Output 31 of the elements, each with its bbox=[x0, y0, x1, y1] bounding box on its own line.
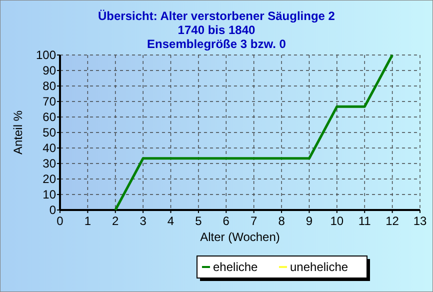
x-tick-label: 6 bbox=[222, 214, 230, 228]
x-tick-label: 9 bbox=[306, 214, 313, 228]
x-tick-label: 3 bbox=[140, 214, 147, 228]
x-tick-label: 10 bbox=[330, 214, 344, 228]
chart-subtitle: 1740 bis 1840 Ensemblegröße 3 bzw. 0 bbox=[147, 23, 286, 51]
x-tick-label: 12 bbox=[386, 214, 400, 228]
x-tick-label: 1 bbox=[84, 214, 92, 228]
y-tick-label: 90 bbox=[42, 64, 56, 78]
y-tick-label: 30 bbox=[42, 156, 56, 170]
y-tick-label: 80 bbox=[42, 79, 56, 93]
y-axis-title: Anteil % bbox=[11, 110, 25, 155]
x-tick-label: 13 bbox=[413, 214, 427, 228]
y-tick-label: 60 bbox=[42, 110, 56, 124]
x-tick-label: 11 bbox=[358, 214, 372, 228]
y-tick-label: 70 bbox=[42, 94, 56, 108]
y-tick-label: 50 bbox=[42, 126, 56, 140]
x-tick-label: 4 bbox=[167, 214, 174, 228]
y-tick-label: 100 bbox=[36, 48, 56, 62]
legend-label: eheliche bbox=[213, 260, 258, 274]
y-tick-label: 20 bbox=[42, 172, 56, 186]
y-tick-label: 0 bbox=[49, 203, 56, 217]
x-tick-label: 7 bbox=[250, 214, 258, 228]
x-tick-label: 8 bbox=[278, 214, 286, 228]
y-tick-label: 10 bbox=[42, 188, 56, 202]
line-series bbox=[114, 54, 394, 212]
legend-label: uneheliche bbox=[290, 260, 348, 274]
x-tick-label: 2 bbox=[112, 214, 120, 228]
y-tick-label: 40 bbox=[42, 141, 56, 155]
chart-title: Übersicht: Alter verstorbener Säuglinge 2 bbox=[98, 9, 336, 23]
x-tick-label: 5 bbox=[195, 214, 202, 228]
x-axis-title: Alter (Wochen) bbox=[200, 230, 280, 244]
